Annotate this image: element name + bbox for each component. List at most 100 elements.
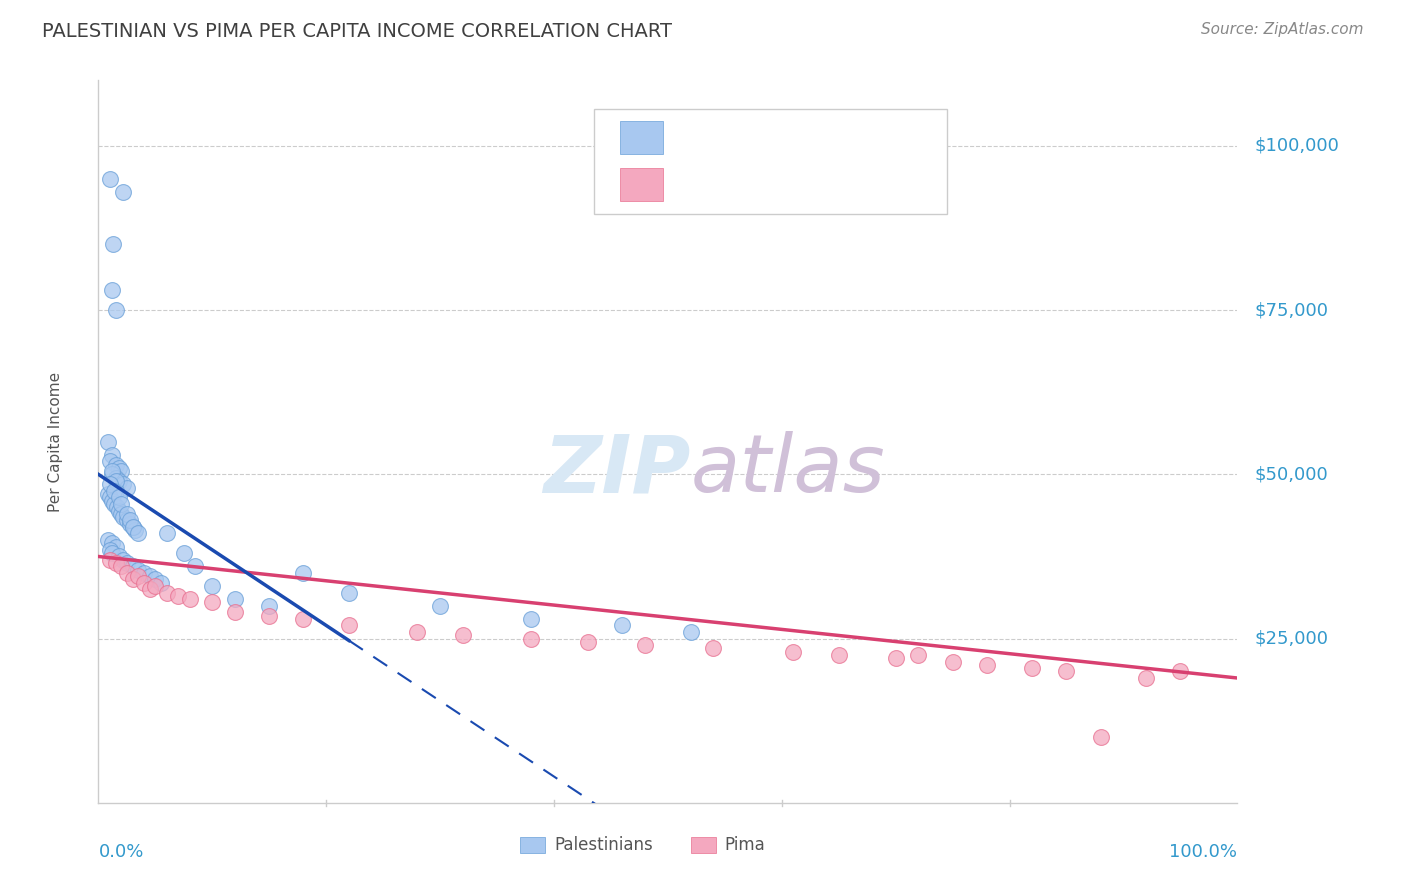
Point: [184, 559, 207, 574]
Text: Per Capita Income: Per Capita Income: [48, 371, 63, 512]
Point: [98, 542, 121, 557]
Point: [115, 566, 138, 580]
Point: [828, 648, 851, 662]
Point: [1135, 671, 1157, 685]
Point: [138, 582, 160, 597]
Point: [127, 563, 149, 577]
Point: [1090, 730, 1112, 744]
Point: [1170, 665, 1192, 679]
Point: [101, 546, 124, 560]
Point: [576, 635, 599, 649]
Point: [679, 625, 702, 640]
Point: [520, 632, 543, 646]
Point: [104, 471, 127, 485]
Point: [612, 618, 634, 632]
Point: [112, 553, 135, 567]
Point: [108, 460, 131, 475]
Point: [201, 595, 224, 609]
Point: [782, 645, 804, 659]
Point: [96, 487, 118, 501]
Text: 34: 34: [884, 181, 910, 201]
Point: [101, 464, 124, 478]
Point: [110, 507, 132, 521]
Point: [110, 559, 132, 574]
Text: Source: ZipAtlas.com: Source: ZipAtlas.com: [1201, 22, 1364, 37]
Point: [115, 513, 138, 527]
Point: [110, 497, 132, 511]
Point: [108, 503, 131, 517]
Point: [121, 559, 143, 574]
Point: [108, 474, 131, 488]
Point: [634, 638, 657, 652]
Point: [105, 500, 128, 515]
Point: [259, 608, 281, 623]
Point: [156, 526, 179, 541]
Point: [702, 641, 724, 656]
Point: [132, 575, 155, 590]
Point: [406, 625, 429, 640]
Point: [112, 185, 135, 199]
Point: [115, 556, 138, 570]
Bar: [690, 838, 716, 854]
Point: [132, 566, 155, 580]
Text: -0.683: -0.683: [735, 181, 797, 201]
Text: $50,000: $50,000: [1254, 466, 1329, 483]
Point: [156, 585, 179, 599]
Text: $100,000: $100,000: [1254, 137, 1340, 155]
Point: [104, 458, 127, 472]
Point: [429, 599, 451, 613]
Point: [108, 491, 131, 505]
Point: [104, 483, 127, 498]
FancyBboxPatch shape: [593, 109, 946, 214]
Point: [112, 477, 135, 491]
Point: [124, 523, 146, 537]
Point: [127, 526, 149, 541]
Text: $75,000: $75,000: [1254, 301, 1329, 319]
Point: [292, 612, 315, 626]
Point: [1054, 665, 1078, 679]
Point: [98, 477, 121, 491]
Point: [1021, 661, 1043, 675]
Point: [98, 553, 121, 567]
Point: [259, 599, 281, 613]
Point: [337, 618, 360, 632]
Point: [103, 237, 125, 252]
Point: [976, 657, 998, 672]
Point: [103, 497, 125, 511]
Point: [167, 589, 190, 603]
Point: [942, 655, 965, 669]
Text: R =: R =: [685, 181, 727, 201]
Point: [173, 546, 195, 560]
Point: [127, 569, 149, 583]
Point: [104, 556, 127, 570]
Point: [121, 573, 143, 587]
Point: [104, 540, 127, 554]
Point: [179, 592, 201, 607]
Point: [104, 474, 127, 488]
Text: $25,000: $25,000: [1254, 630, 1329, 648]
Point: [96, 434, 118, 449]
Text: ZIP: ZIP: [543, 432, 690, 509]
Point: [224, 592, 246, 607]
Point: [907, 648, 929, 662]
Point: [138, 569, 160, 583]
Point: [145, 579, 167, 593]
Text: R =: R =: [685, 133, 727, 152]
Point: [120, 513, 142, 527]
Point: [98, 491, 121, 505]
Point: [520, 612, 543, 626]
Point: [108, 549, 131, 564]
Bar: [620, 120, 664, 153]
Point: [98, 454, 121, 468]
Point: [121, 520, 143, 534]
Point: [337, 585, 360, 599]
Point: [115, 507, 138, 521]
Point: [115, 481, 138, 495]
Point: [101, 467, 124, 482]
Text: 0.0%: 0.0%: [98, 843, 143, 861]
Text: Palestinians: Palestinians: [554, 837, 652, 855]
Text: N =: N =: [839, 133, 882, 152]
Point: [101, 448, 124, 462]
Point: [201, 579, 224, 593]
Text: atlas: atlas: [690, 432, 886, 509]
